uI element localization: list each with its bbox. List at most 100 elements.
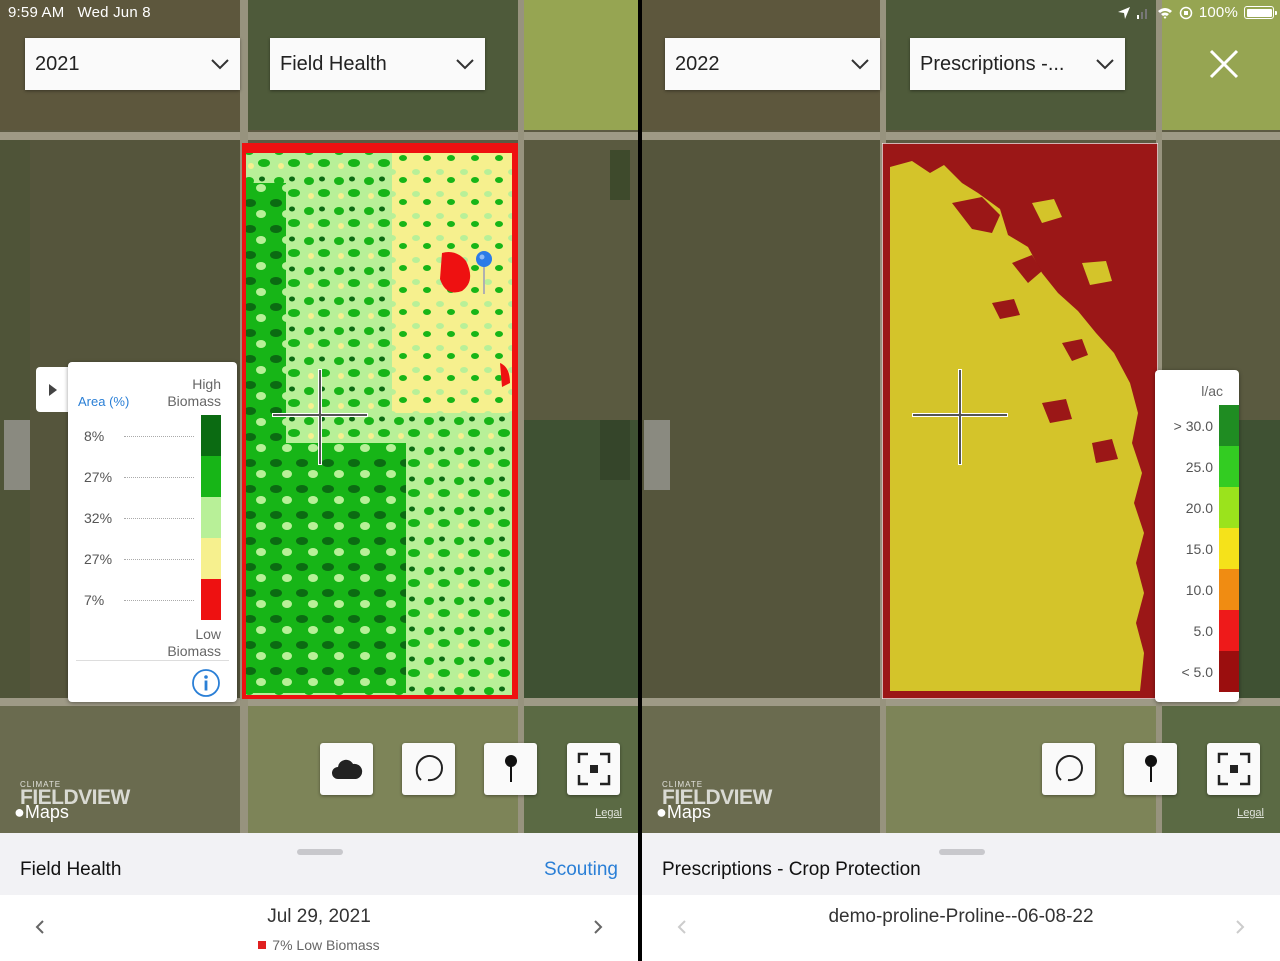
- maps-wordmark: Maps: [24, 802, 69, 822]
- legend-row: < 5.0: [1155, 651, 1239, 692]
- weather-button[interactable]: [320, 743, 373, 795]
- field-health-legend: Area (%) High Biomass 8% 27% 32% 27: [68, 362, 237, 702]
- left-map-pane: 9:59 AM Wed Jun 8 2021 Field Health Area…: [0, 0, 638, 961]
- biomass-summary-text: 7% Low Biomass: [272, 937, 380, 953]
- legend-row: 27%: [68, 456, 237, 497]
- lasso-button[interactable]: [402, 743, 455, 795]
- layer-dropdown[interactable]: Prescriptions -...: [910, 38, 1125, 90]
- climate-wordmark: CLIMATE: [662, 780, 704, 789]
- legend-row: 32%: [68, 497, 237, 538]
- biomass-summary: 7% Low Biomass: [0, 937, 638, 953]
- legend-swatch-yellow: [201, 538, 221, 579]
- layer-dropdown[interactable]: Field Health: [270, 38, 485, 90]
- legend-row-value: 25.0: [1185, 459, 1213, 475]
- legend-row: 27%: [68, 538, 237, 579]
- legend-row: > 30.0: [1155, 405, 1239, 446]
- legend-swatch-orange: [1219, 569, 1239, 610]
- right-map-pane: 100% 2022 Prescriptions -... l/ac > 30.0…: [642, 0, 1280, 961]
- previous-file-button[interactable]: [672, 915, 692, 939]
- maps-wordmark: Maps: [666, 802, 711, 822]
- legend-swatch-lime: [1219, 487, 1239, 528]
- fieldview-wordmark: FIELDVIEW: [20, 786, 130, 809]
- chevron-down-icon: [1096, 59, 1114, 70]
- legend-unit: l/ac: [1201, 383, 1223, 399]
- legend-row-value: 20.0: [1185, 500, 1213, 516]
- legend-row-pct: 27%: [84, 469, 113, 485]
- chevron-down-icon: [211, 59, 229, 70]
- lasso-button[interactable]: [1042, 743, 1095, 795]
- triangle-right-icon: [49, 383, 57, 396]
- scouting-button[interactable]: Scouting: [544, 859, 618, 880]
- legend-high-label: High Biomass: [167, 376, 221, 410]
- status-time: 9:59 AM: [8, 4, 65, 21]
- legend-row: 5.0: [1155, 610, 1239, 651]
- next-date-button[interactable]: [588, 915, 608, 939]
- status-indicators: 100%: [1117, 4, 1277, 21]
- legend-row-value: > 30.0: [1173, 418, 1213, 434]
- legend-row-value: 10.0: [1185, 582, 1213, 598]
- legend-row: 15.0: [1155, 528, 1239, 569]
- wifi-icon: [1157, 7, 1172, 19]
- info-icon[interactable]: [191, 668, 221, 698]
- legal-link[interactable]: Legal: [595, 807, 622, 819]
- legend-toggle-button[interactable]: [36, 367, 70, 412]
- legend-swatch-yellow: [1219, 528, 1239, 569]
- pin-icon: [1144, 755, 1157, 782]
- year-dropdown-value: 2021: [35, 52, 80, 75]
- drop-pin-button[interactable]: [1124, 743, 1177, 795]
- year-dropdown[interactable]: 2022: [665, 38, 880, 90]
- legend-high-line1: High: [192, 376, 221, 392]
- legend-swatch-red: [201, 579, 221, 620]
- legend-swatch-dark-red: [1219, 651, 1239, 692]
- sheet-drag-handle[interactable]: [297, 849, 343, 855]
- legend-row-pct: 8%: [84, 428, 105, 444]
- previous-date-button[interactable]: [30, 915, 50, 939]
- legend-area-header[interactable]: Area (%): [78, 394, 130, 409]
- chevron-left-icon: [677, 920, 686, 934]
- bottom-sheet: Field Health Scouting Jul 29, 2021 7% Lo…: [0, 833, 638, 961]
- rotation-lock-icon: [1179, 6, 1193, 19]
- status-date: Wed Jun 8: [77, 4, 151, 21]
- status-time-date: 9:59 AM Wed Jun 8: [8, 4, 151, 21]
- sheet-header: [0, 833, 638, 895]
- recenter-button[interactable]: [567, 743, 620, 795]
- prescription-map[interactable]: 100% 2022 Prescriptions -... l/ac > 30.0…: [642, 0, 1280, 833]
- year-dropdown-value: 2022: [675, 52, 720, 75]
- sheet-drag-handle[interactable]: [939, 849, 985, 855]
- legend-low-line1: Low: [195, 626, 221, 642]
- fieldview-wordmark: FIELDVIEW: [662, 786, 772, 809]
- recenter-button[interactable]: [1207, 743, 1260, 795]
- layer-dropdown-value: Field Health: [280, 52, 387, 75]
- legal-link[interactable]: Legal: [1237, 807, 1264, 819]
- legend-row: 10.0: [1155, 569, 1239, 610]
- legend-low-line2: Biomass: [167, 643, 221, 659]
- battery-percent: 100%: [1198, 4, 1238, 21]
- legend-row-value: < 5.0: [1181, 664, 1213, 680]
- legend-high-line2: Biomass: [167, 393, 221, 409]
- year-dropdown[interactable]: 2021: [25, 38, 240, 90]
- field-health-map[interactable]: 9:59 AM Wed Jun 8 2021 Field Health Area…: [0, 0, 638, 833]
- battery-icon: [1244, 6, 1277, 19]
- layer-dropdown-value: Prescriptions -...: [920, 52, 1065, 75]
- legend-row-dots: [124, 600, 194, 601]
- legend-row: 20.0: [1155, 487, 1239, 528]
- cloud-icon: [331, 759, 362, 779]
- cellular-signal-icon: [1136, 8, 1147, 19]
- fit-bounds-icon: [1217, 752, 1250, 786]
- legend-row-pct: 7%: [84, 592, 105, 608]
- lasso-icon: [415, 755, 443, 782]
- scouting-pin-icon[interactable]: [474, 250, 494, 294]
- next-file-button[interactable]: [1230, 915, 1250, 939]
- legend-row-dots: [124, 477, 194, 478]
- legend-row-pct: 32%: [84, 510, 113, 526]
- drop-pin-button[interactable]: [484, 743, 537, 795]
- field-health-raster: [242, 143, 518, 699]
- fit-bounds-icon: [577, 752, 610, 786]
- lasso-icon: [1055, 755, 1083, 782]
- legend-divider: [76, 660, 229, 661]
- prescription-file-name: demo-proline-Proline--06-08-22: [828, 906, 1094, 927]
- close-icon: [1209, 49, 1239, 79]
- sheet-title: Prescriptions - Crop Protection: [662, 859, 921, 880]
- close-split-view-button[interactable]: [1204, 44, 1244, 84]
- legend-swatch-dark-green: [201, 415, 221, 456]
